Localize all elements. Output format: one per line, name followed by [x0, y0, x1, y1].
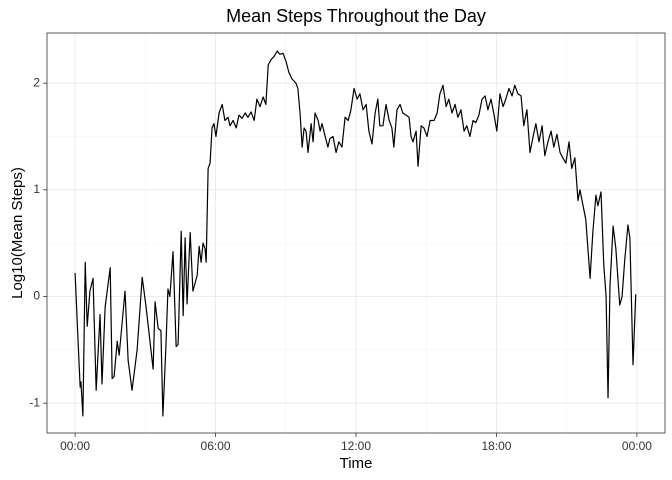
x-tick-label: 00:00: [60, 439, 90, 453]
x-tick-label: 06:00: [201, 439, 231, 453]
y-axis-title: Log10(Mean Steps): [9, 167, 26, 299]
x-tick-label: 00:00: [622, 439, 652, 453]
y-tick-label: 1: [33, 182, 40, 196]
x-axis-title: Time: [340, 455, 373, 472]
y-tick-label: 0: [33, 289, 40, 303]
series-line: [74, 50, 637, 417]
x-tick-label: 18:00: [481, 439, 511, 453]
x-tick-label: 12:00: [341, 439, 371, 453]
y-tick-label: 2: [33, 75, 40, 89]
chart-title: Mean Steps Throughout the Day: [226, 6, 486, 26]
plot: [74, 50, 637, 417]
grid: [47, 33, 665, 433]
y-tick-label: -1: [29, 395, 40, 409]
